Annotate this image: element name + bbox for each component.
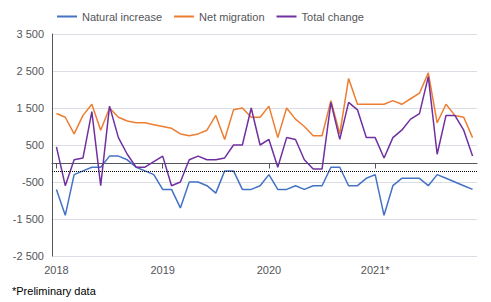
svg-text:500: 500 [26,139,44,151]
svg-text:2018: 2018 [44,264,68,276]
svg-text:-1 500: -1 500 [13,213,44,225]
svg-text:Total change: Total change [302,11,364,23]
svg-text:2019: 2019 [150,264,174,276]
svg-text:2021*: 2021* [361,264,390,276]
svg-text:-500: -500 [22,176,44,188]
svg-text:3 500: 3 500 [16,28,44,40]
svg-text:Natural increase: Natural increase [82,11,162,23]
svg-text:Net migration: Net migration [199,11,264,23]
svg-text:2020: 2020 [257,264,281,276]
svg-text:2 500: 2 500 [16,65,44,77]
svg-text:*Preliminary data: *Preliminary data [12,285,97,297]
svg-text:-2 500: -2 500 [13,250,44,262]
svg-text:1 500: 1 500 [16,102,44,114]
